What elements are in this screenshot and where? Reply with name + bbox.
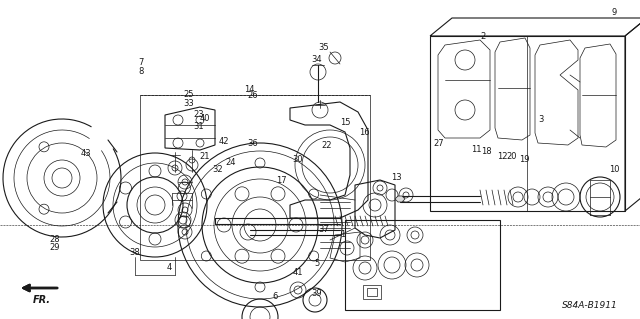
Text: 15: 15: [340, 118, 351, 127]
Text: 21: 21: [200, 152, 210, 161]
FancyArrowPatch shape: [23, 285, 55, 291]
Text: 32: 32: [212, 165, 223, 174]
Text: 36: 36: [248, 139, 258, 148]
Text: 1: 1: [340, 230, 345, 239]
Text: 39: 39: [312, 289, 322, 298]
Text: 28: 28: [49, 235, 60, 244]
Text: 38: 38: [129, 248, 140, 256]
Bar: [367, 288, 377, 296]
Text: 5: 5: [314, 259, 319, 268]
Text: 29: 29: [49, 243, 60, 252]
Text: 22: 22: [321, 141, 332, 150]
Text: 23: 23: [193, 110, 204, 119]
Text: 31: 31: [193, 122, 204, 130]
Text: 25: 25: [184, 90, 194, 99]
Text: S84A-B1911: S84A-B1911: [562, 300, 618, 309]
Text: 11: 11: [472, 145, 482, 154]
Text: 8: 8: [138, 67, 143, 76]
Text: 34: 34: [312, 55, 322, 63]
Text: 24: 24: [225, 158, 236, 167]
Text: 20: 20: [507, 152, 517, 161]
Bar: [345, 220, 500, 310]
Text: FR.: FR.: [33, 295, 51, 305]
Text: 37: 37: [318, 225, 328, 234]
Text: 16: 16: [360, 128, 370, 137]
Text: 9: 9: [612, 8, 617, 17]
Text: 41: 41: [292, 268, 303, 277]
Text: 12: 12: [497, 152, 508, 161]
Text: 4: 4: [167, 263, 172, 272]
Text: 3: 3: [538, 115, 543, 124]
Text: 18: 18: [481, 147, 492, 156]
Bar: [363, 285, 381, 299]
FancyArrowPatch shape: [24, 285, 57, 291]
Text: 14: 14: [244, 85, 255, 94]
Bar: [430, 36, 625, 211]
Text: 7: 7: [138, 58, 143, 67]
Polygon shape: [395, 196, 405, 202]
Text: 17: 17: [276, 176, 287, 185]
Text: 6: 6: [273, 292, 278, 301]
Text: 43: 43: [81, 149, 92, 158]
Text: 35: 35: [318, 43, 328, 52]
Text: 13: 13: [392, 173, 402, 182]
Text: 33: 33: [184, 99, 194, 108]
Text: 2: 2: [481, 32, 486, 41]
Text: 40: 40: [200, 114, 210, 122]
Text: 27: 27: [433, 139, 444, 148]
Text: 30: 30: [292, 155, 303, 164]
Text: 10: 10: [609, 165, 620, 174]
Text: 19: 19: [520, 155, 530, 164]
Text: 26: 26: [248, 91, 258, 100]
Bar: [140, 95, 370, 260]
Text: 42: 42: [219, 137, 229, 146]
